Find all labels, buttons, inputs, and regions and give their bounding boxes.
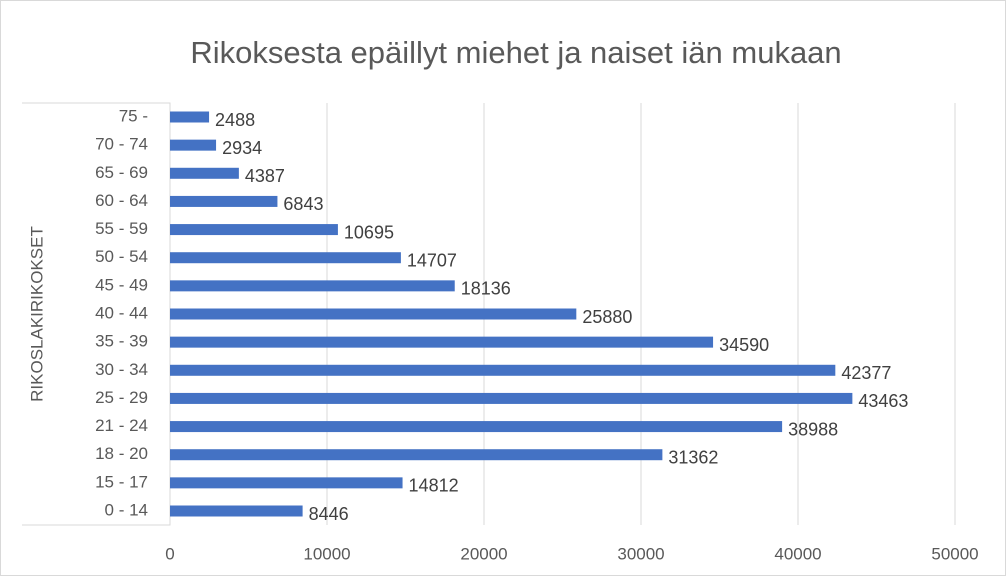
y-tick-label: 60 - 64 [95, 191, 148, 210]
data-label: 6843 [283, 194, 323, 214]
bar [170, 224, 338, 236]
y-tick-label: 45 - 49 [95, 275, 148, 294]
y-tick-label: 50 - 54 [95, 247, 148, 266]
y-tick-label: 55 - 59 [95, 219, 148, 238]
x-tick-label: 50000 [931, 544, 978, 563]
bar [170, 195, 278, 207]
bar [170, 252, 401, 264]
x-tick-label: 30000 [617, 544, 664, 563]
y-axis-label: RIKOSLAKIRIKOKSET [27, 226, 46, 402]
data-label: 43463 [858, 391, 908, 411]
data-label: 25880 [582, 307, 632, 327]
bar [170, 280, 455, 292]
data-label: 34590 [719, 335, 769, 355]
y-tick-label: 0 - 14 [105, 500, 148, 519]
data-label: 18136 [461, 279, 511, 299]
x-tick-label: 0 [165, 544, 174, 563]
y-tick-label: 25 - 29 [95, 388, 148, 407]
y-tick-label: 21 - 24 [95, 416, 148, 435]
bar [170, 336, 714, 348]
bar [170, 167, 239, 179]
data-label: 2934 [222, 138, 262, 158]
y-tick-label: 18 - 20 [95, 444, 148, 463]
data-label: 10695 [344, 222, 394, 242]
chart-title: Rikoksesta epäillyt miehet ja naiset iän… [190, 35, 841, 70]
bar [170, 308, 577, 320]
bar [170, 392, 853, 404]
data-label: 38988 [788, 419, 838, 439]
y-tick-label: 65 - 69 [95, 163, 148, 182]
y-tick-label: 30 - 34 [95, 360, 148, 379]
bar [170, 477, 403, 489]
bar [170, 364, 836, 376]
bar [170, 139, 217, 151]
data-label: 42377 [841, 363, 891, 383]
data-label: 31362 [668, 447, 718, 467]
bar [170, 111, 210, 123]
x-tick-label: 20000 [460, 544, 507, 563]
y-tick-label: 75 - [119, 106, 148, 125]
bar [170, 449, 663, 461]
data-label: 14812 [409, 476, 459, 496]
x-tick-label: 40000 [774, 544, 821, 563]
bar [170, 505, 303, 517]
data-label: 8446 [309, 504, 349, 524]
data-label: 2488 [215, 110, 255, 130]
y-tick-label: 15 - 17 [95, 472, 148, 491]
y-tick-label: 70 - 74 [95, 135, 148, 154]
bar [170, 421, 783, 433]
y-tick-label: 40 - 44 [95, 303, 148, 322]
y-tick-label: 35 - 39 [95, 332, 148, 351]
data-label: 14707 [407, 250, 457, 270]
data-label: 4387 [245, 166, 285, 186]
x-tick-label: 10000 [303, 544, 350, 563]
